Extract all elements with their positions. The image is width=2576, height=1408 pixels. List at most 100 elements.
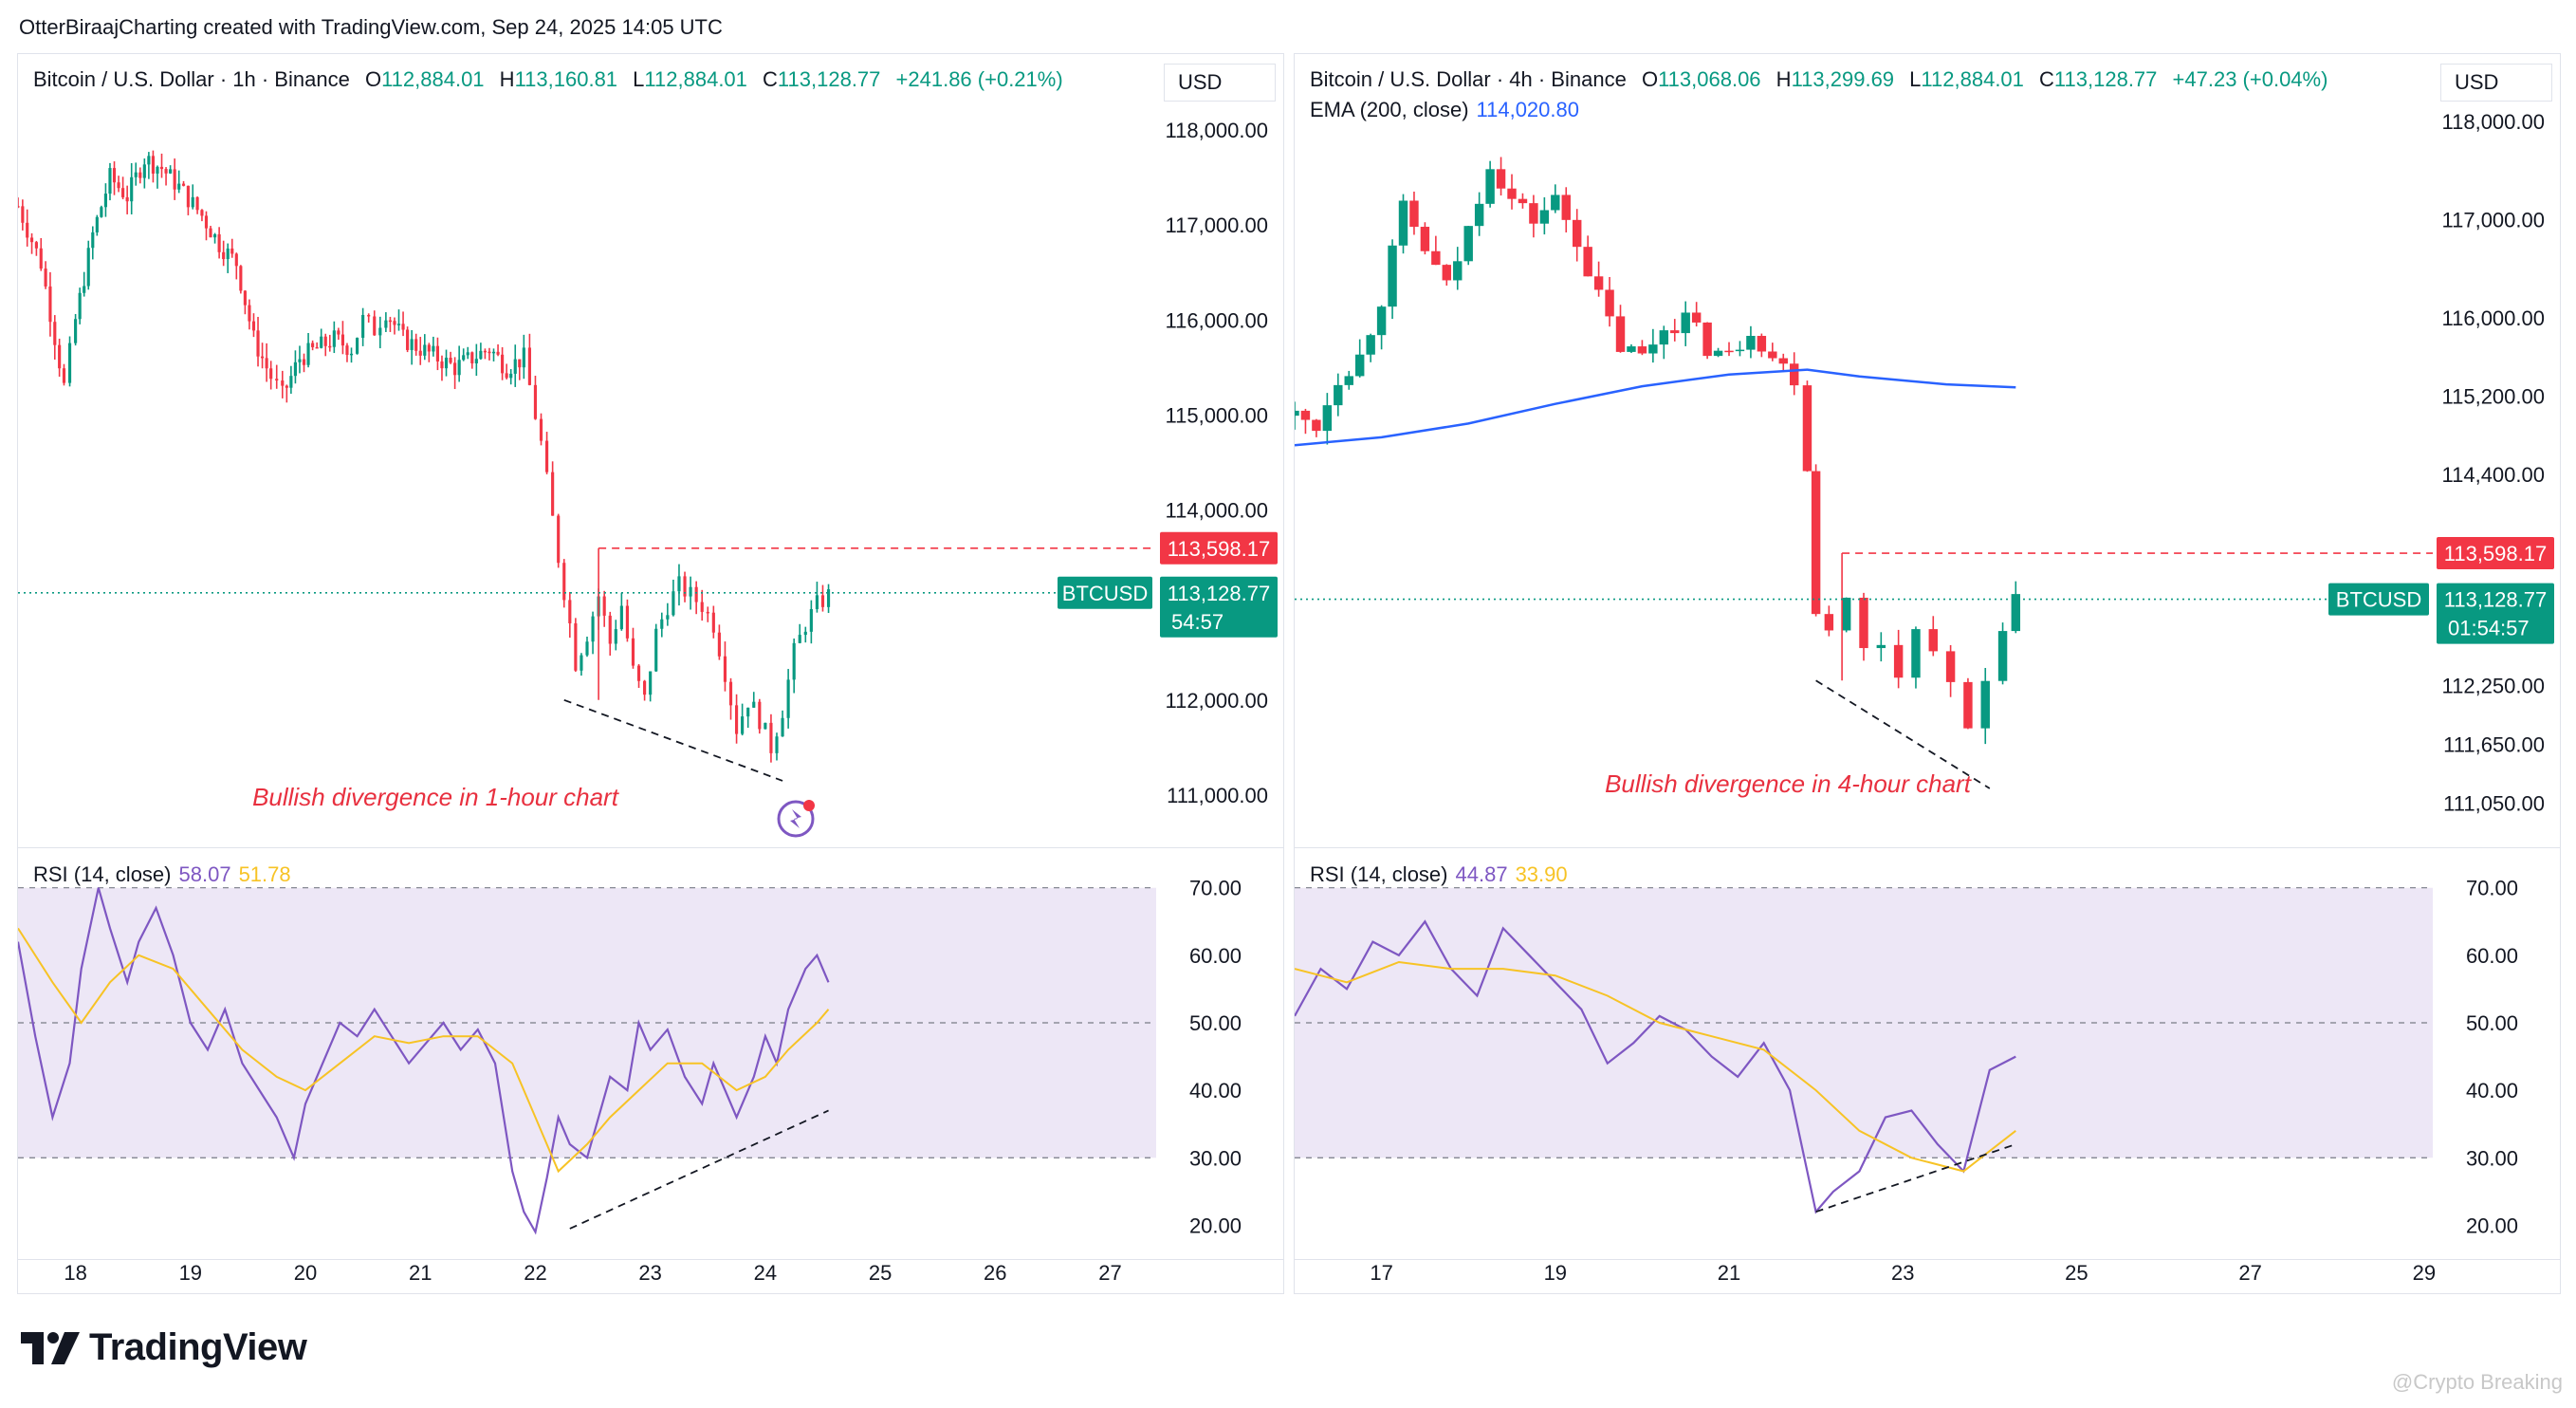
left-candle-body[interactable] xyxy=(798,635,801,643)
left-candle-body[interactable] xyxy=(741,716,745,734)
left-candle-body[interactable] xyxy=(226,248,230,260)
left-candle-body[interactable] xyxy=(453,362,457,376)
left-candle-body[interactable] xyxy=(643,680,647,695)
left-candle-body[interactable] xyxy=(706,611,709,614)
left-candle-body[interactable] xyxy=(340,334,345,346)
left-candle-body[interactable] xyxy=(251,321,256,331)
left-candle-body[interactable] xyxy=(367,314,371,317)
left-candle-body[interactable] xyxy=(792,642,796,680)
left-candle-body[interactable] xyxy=(181,183,186,186)
right-candle-body[interactable] xyxy=(1615,316,1626,352)
left-candle-body[interactable] xyxy=(483,350,488,353)
right-candle-body[interactable] xyxy=(1841,597,1851,631)
right-candle-body[interactable] xyxy=(1768,351,1777,359)
right-candle-body[interactable] xyxy=(1431,250,1441,266)
left-candle-body[interactable] xyxy=(614,629,617,644)
right-candle-body[interactable] xyxy=(1945,651,1956,682)
right-candle-body[interactable] xyxy=(1551,195,1560,211)
left-currency-selector[interactable]: USD xyxy=(1164,64,1276,102)
left-chart-svg[interactable]: 118,000.00 117,000.00 116,000.00 115,000.00… xyxy=(18,54,1283,1293)
right-candle-body[interactable] xyxy=(1453,261,1463,281)
left-candle-body[interactable] xyxy=(509,373,513,379)
left-candle-body[interactable] xyxy=(345,345,349,355)
left-candle-body[interactable] xyxy=(689,586,692,597)
right-candle-body[interactable] xyxy=(1980,680,1990,729)
left-candle-body[interactable] xyxy=(108,168,112,195)
right-candle-body[interactable] xyxy=(1354,354,1365,377)
right-chart-panel[interactable]: Bitcoin / U.S. Dollar · 4h · Binance O11… xyxy=(1294,53,2561,1294)
left-candle-body[interactable] xyxy=(470,352,474,363)
right-candle-body[interactable] xyxy=(1572,219,1582,248)
left-candle-body[interactable] xyxy=(728,681,733,706)
left-level-badge[interactable] xyxy=(1160,531,1278,565)
left-candle-body[interactable] xyxy=(513,359,517,374)
right-rsi-label[interactable]: RSI (14, close) xyxy=(1310,862,1448,886)
left-candle-body[interactable] xyxy=(67,343,72,383)
right-ema-label[interactable]: EMA (200, close) xyxy=(1310,98,1469,121)
left-candle-body[interactable] xyxy=(177,183,181,190)
left-candle-body[interactable] xyxy=(427,344,431,352)
left-rsi-ma-line[interactable] xyxy=(18,927,830,1174)
right-candle-body[interactable] xyxy=(1474,203,1484,227)
left-candle-body[interactable] xyxy=(803,631,807,636)
right-candle-body[interactable] xyxy=(1746,336,1756,350)
left-candle-body[interactable] xyxy=(58,344,62,369)
left-candle-body[interactable] xyxy=(414,339,418,351)
right-candle-body[interactable] xyxy=(1681,312,1690,334)
left-chart-panel[interactable]: Bitcoin / U.S. Dollar · 1h · Binance O11… xyxy=(17,53,1284,1294)
right-symbol[interactable]: Bitcoin / U.S. Dollar · 4h · Binance xyxy=(1310,67,1627,91)
left-ticker-badge[interactable] xyxy=(1058,576,1152,609)
left-candle-body[interactable] xyxy=(496,351,500,355)
left-candle-body[interactable] xyxy=(125,196,129,202)
left-candle-body[interactable] xyxy=(121,188,125,197)
right-candle-body[interactable] xyxy=(1670,330,1680,334)
left-candle-body[interactable] xyxy=(518,359,522,368)
left-candle-body[interactable] xyxy=(142,164,146,178)
left-candle-body[interactable] xyxy=(527,347,531,385)
right-price-badge[interactable] xyxy=(2437,583,2554,644)
left-candle-body[interactable] xyxy=(711,612,715,633)
right-candle-body[interactable] xyxy=(1409,200,1419,228)
left-candle-body[interactable] xyxy=(406,329,410,350)
right-candle-body[interactable] xyxy=(1496,169,1506,189)
left-candle-body[interactable] xyxy=(315,346,319,349)
left-candle-body[interactable] xyxy=(159,166,164,170)
left-candle-body[interactable] xyxy=(151,156,156,174)
left-candle-body[interactable] xyxy=(78,292,82,320)
left-candle-body[interactable] xyxy=(786,679,790,718)
left-candle-body[interactable] xyxy=(562,563,566,601)
left-candle-body[interactable] xyxy=(130,176,134,202)
right-candle-body[interactable] xyxy=(1691,312,1702,323)
left-candle-body[interactable] xyxy=(752,701,756,708)
left-candle-body[interactable] xyxy=(100,207,103,217)
right-candle-body[interactable] xyxy=(1859,597,1868,649)
left-candle-body[interactable] xyxy=(449,358,452,363)
left-candle-body[interactable] xyxy=(230,248,234,254)
left-candle-body[interactable] xyxy=(44,269,47,287)
tradingview-logo[interactable]: TradingView xyxy=(21,1326,307,1369)
right-currency-selector[interactable]: USD xyxy=(2440,64,2552,102)
right-candle-body[interactable] xyxy=(1735,349,1745,352)
right-ticker-badge[interactable] xyxy=(2328,583,2429,616)
left-candle-body[interactable] xyxy=(501,354,505,374)
left-candle-body[interactable] xyxy=(21,206,25,223)
left-candle-body[interactable] xyxy=(401,324,405,330)
left-candle-body[interactable] xyxy=(631,638,635,666)
left-candle-body[interactable] xyxy=(169,169,173,174)
left-candle-body[interactable] xyxy=(293,361,298,377)
left-candle-body[interactable] xyxy=(410,339,414,350)
left-candle-body[interactable] xyxy=(423,344,427,356)
left-candle-body[interactable] xyxy=(585,641,589,656)
left-candle-body[interactable] xyxy=(462,355,466,361)
left-candle-body[interactable] xyxy=(62,368,66,383)
left-candle-body[interactable] xyxy=(378,327,382,336)
left-candle-body[interactable] xyxy=(209,228,212,238)
left-candle-body[interactable] xyxy=(717,632,721,657)
left-candle-body[interactable] xyxy=(694,586,698,602)
right-candle-body[interactable] xyxy=(1529,203,1538,224)
left-candle-body[interactable] xyxy=(580,655,583,671)
left-candle-body[interactable] xyxy=(479,350,483,360)
right-ema-line[interactable] xyxy=(1295,368,2016,447)
left-candle-body[interactable] xyxy=(384,320,388,328)
right-candle-body[interactable] xyxy=(1398,200,1408,246)
